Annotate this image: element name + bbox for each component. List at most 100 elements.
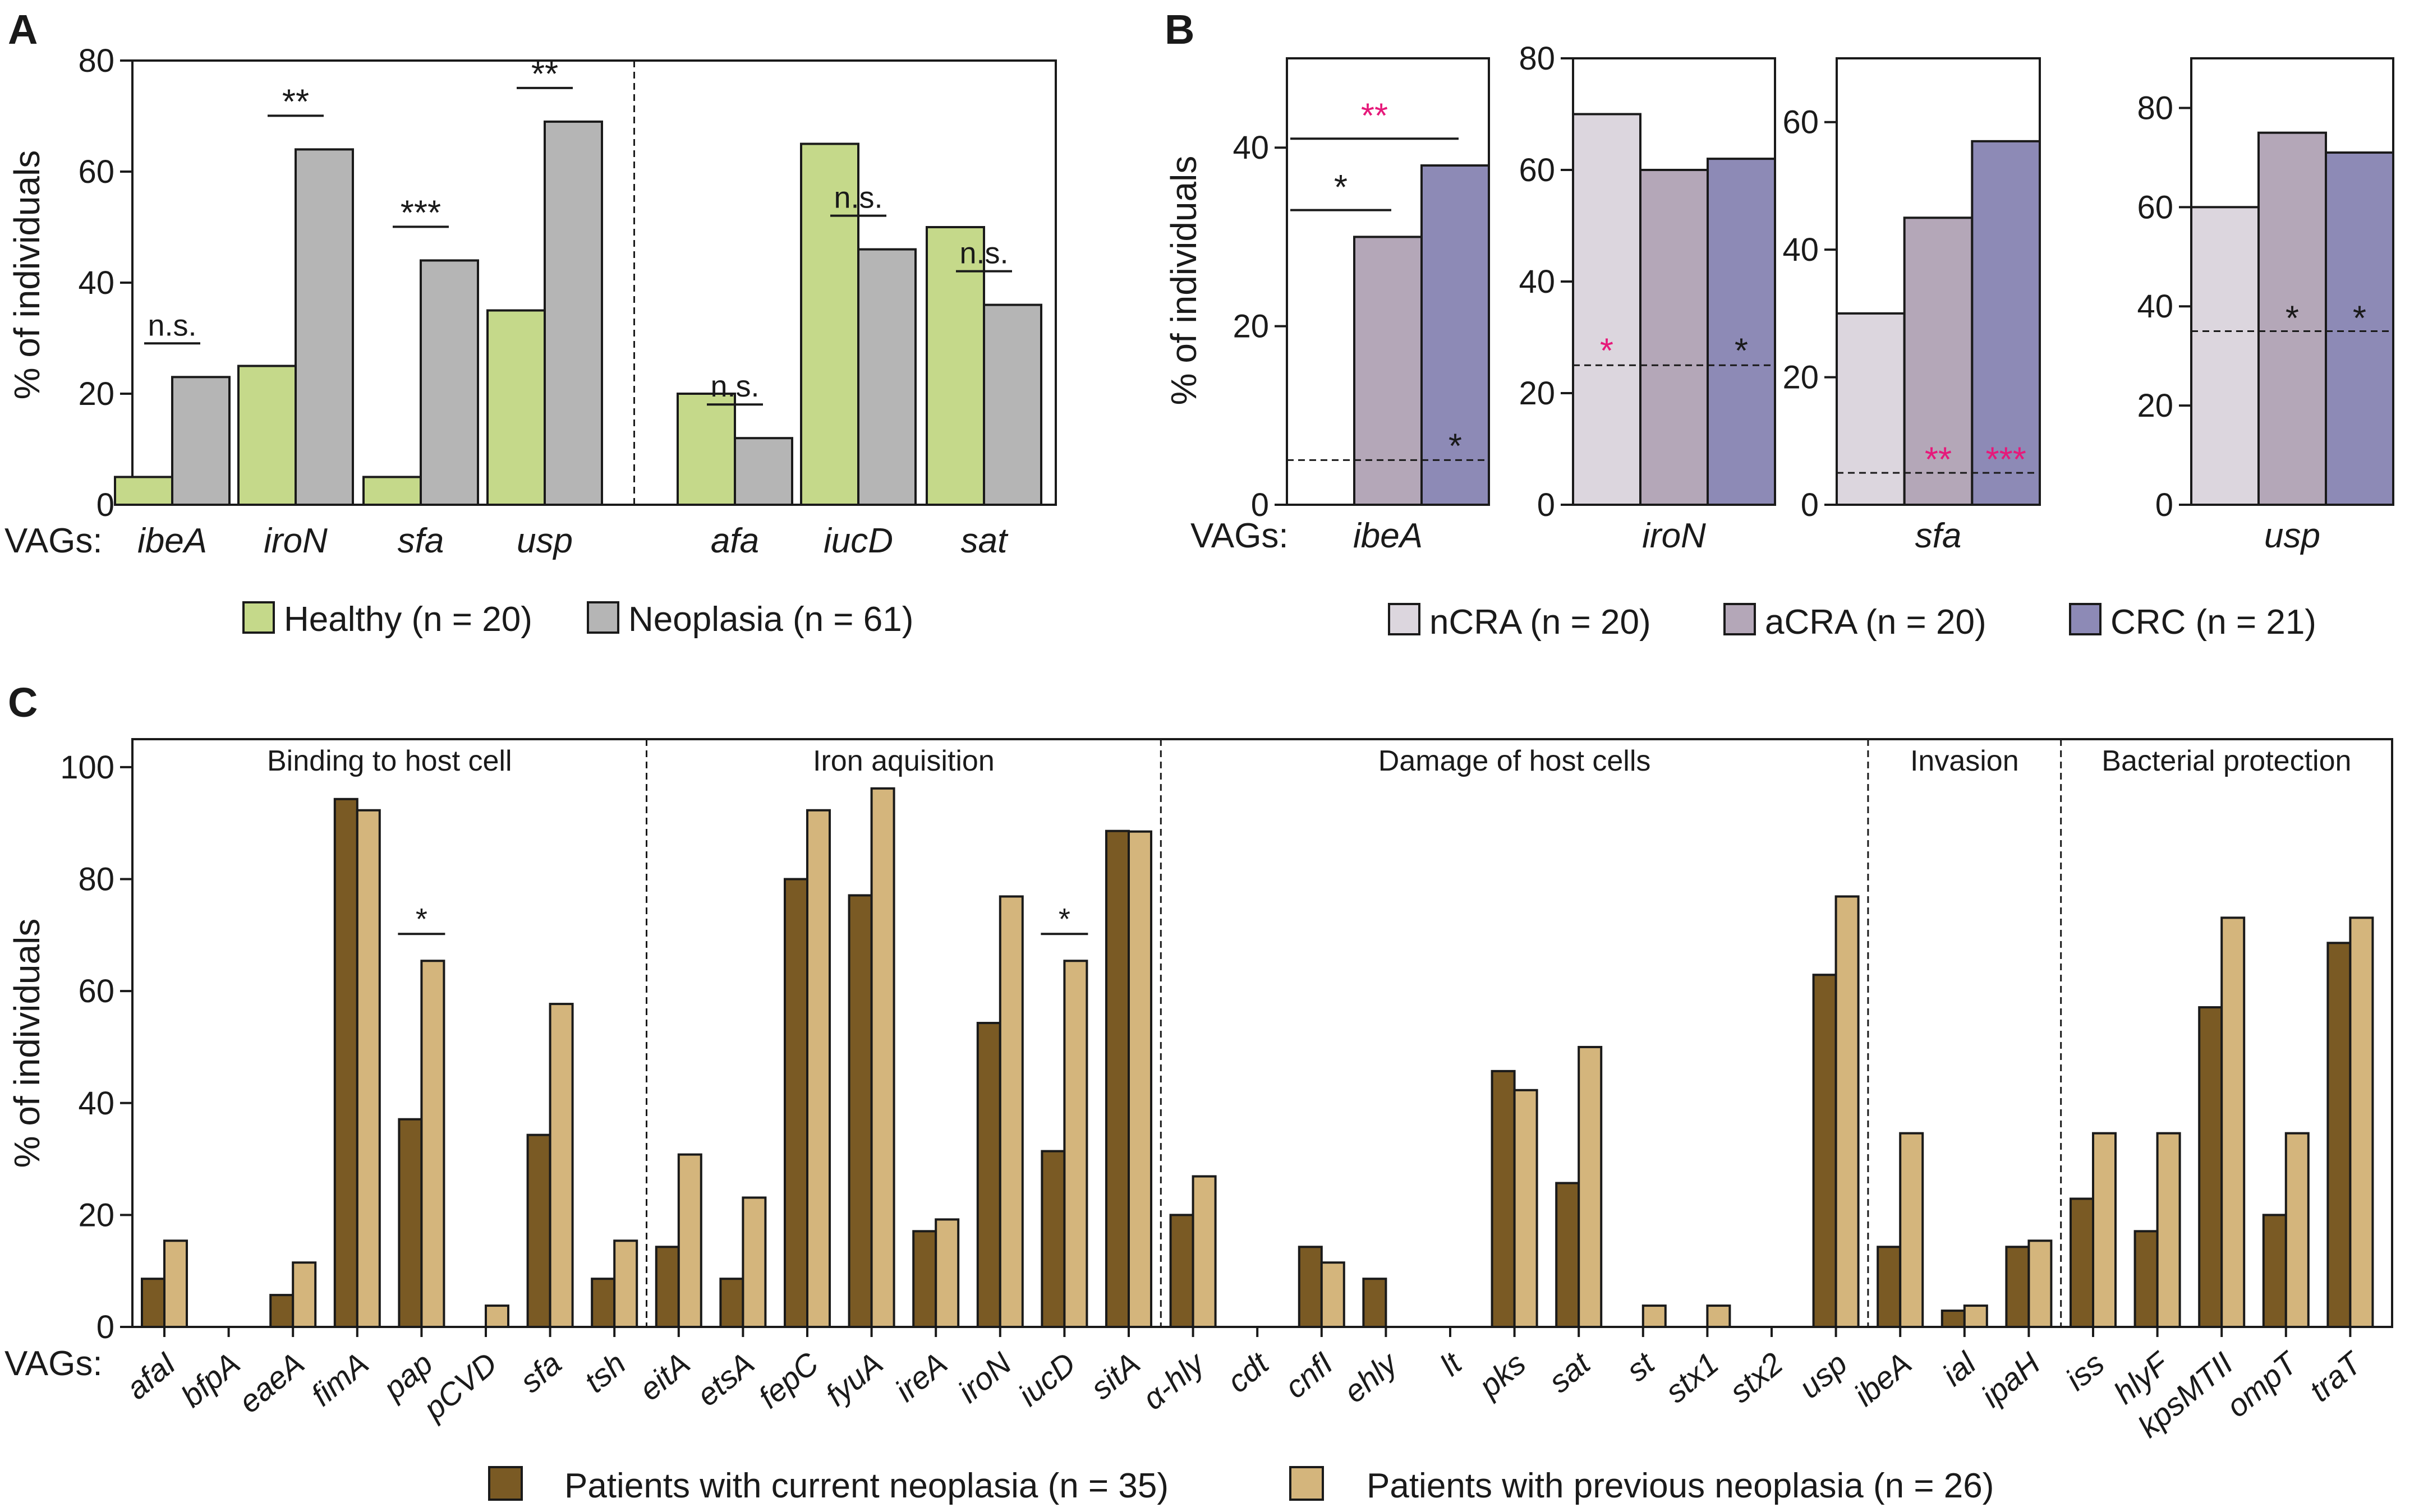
panel-b-sig-label-ibeA-0: ** <box>1361 96 1388 135</box>
panel-a-vags-prefix: VAGs: <box>4 522 103 560</box>
panel-a-ylabel: % of individuals <box>7 150 47 400</box>
bar-c-pap-previous <box>420 960 445 1328</box>
bar-c-afai-current <box>141 1278 165 1329</box>
panel-c-category-irea: ireA <box>888 1345 954 1408</box>
panel-a-ytick-label: 20 <box>78 376 114 412</box>
panel-b-ytick-label-usp: 60 <box>2137 189 2173 225</box>
panel-b-gene-ibeA: ibeA <box>1353 517 1423 555</box>
bar-a-iroN-healthy <box>237 365 297 506</box>
panel-c-category-sita: sitA <box>1084 1345 1147 1406</box>
bar-c-sfa-previous <box>549 1003 574 1328</box>
panel-c-ytick-label: 20 <box>78 1197 114 1233</box>
panel-b-chart: % of individuals VAGs: nCRA (n = 20) aCR… <box>1164 40 2394 642</box>
panel-a-chart: % of individuals VAGs: Healthy (n = 20) … <box>4 43 1057 639</box>
panel-a-ytick-label: 0 <box>96 487 114 523</box>
legend-b-ncra-swatch <box>1388 603 1420 635</box>
panel-a-category-iroN: iroN <box>264 522 328 560</box>
panel-c-category-sfa: sfa <box>513 1345 568 1399</box>
panel-b-sig-label-sfa-1: *** <box>1985 440 2026 479</box>
panel-b-ytick-label-iroN: 0 <box>1537 487 1555 523</box>
panel-letter-c: C <box>8 679 38 726</box>
legend-b-ncra-label: nCRA (n = 20) <box>1429 603 1651 642</box>
bar-a-iucD-neoplasia <box>857 248 917 506</box>
panel-letter-b: B <box>1165 6 1194 53</box>
panel-c-category-iucd: iucD <box>1011 1345 1082 1413</box>
panel-b-ytick-label-sfa: 0 <box>1801 487 1819 523</box>
bar-b-ibeA-acra <box>1353 236 1423 506</box>
bar-c-etsa-current <box>719 1278 744 1329</box>
panel-c-category-st: st <box>1620 1344 1662 1388</box>
bar-a-iroN-neoplasia <box>295 148 354 506</box>
panel-b-sig-label-ibeA-2: * <box>1448 427 1462 466</box>
bar-c-kpsmtii-current <box>2198 1006 2223 1328</box>
legend-b-acra-swatch <box>1723 603 1756 635</box>
bar-b-sfa-ncra <box>1836 312 1906 506</box>
bar-c-cnfi-previous <box>1320 1261 1345 1328</box>
bar-c-eaea-previous <box>292 1261 317 1328</box>
bar-c-iron-current <box>976 1022 1001 1328</box>
bar-c-ipah-current <box>2005 1246 2030 1329</box>
panel-c-category-ompt: ompT <box>2219 1344 2305 1425</box>
panel-c-ytick-label: 80 <box>78 861 114 898</box>
bar-c-usp-current <box>1812 974 1837 1328</box>
bar-c-usp-previous <box>1834 895 1860 1328</box>
panel-b-ytick-label-iroN: 80 <box>1519 40 1555 77</box>
bar-c-iss-current <box>2070 1197 2094 1329</box>
legend-a-healthy-swatch <box>242 601 275 634</box>
panel-c-category-ibea: ibeA <box>1847 1345 1918 1413</box>
bar-b-usp-crc <box>2325 151 2394 506</box>
bar-a-ibeA-healthy <box>114 476 173 506</box>
bar-c-pap-current <box>398 1118 423 1328</box>
panel-c-category-afai: afaI <box>119 1345 182 1406</box>
panel-c-vags-prefix: VAGs: <box>4 1344 103 1383</box>
bar-c-ial-current <box>1940 1310 1966 1328</box>
panel-a-sig-label-afa: n.s. <box>710 370 759 403</box>
bar-c-ehly-current <box>1362 1278 1387 1329</box>
bar-c-kpsmtii-previous <box>2220 916 2246 1328</box>
panel-c-group-label-invasion: Invasion <box>1910 745 2019 777</box>
panel-a-sig-label-sat: n.s. <box>959 237 1008 270</box>
panel-c-group-label-damage-of-host-cells: Damage of host cells <box>1378 745 1651 777</box>
panel-c-ytick-label: 100 <box>60 749 114 786</box>
panel-c-category-pcvd: pCVD <box>416 1345 503 1427</box>
bar-a-sfa-healthy <box>362 476 422 506</box>
bar-c-eaea-current <box>269 1294 295 1329</box>
panel-c-category-fyua: fyuA <box>818 1345 889 1413</box>
panel-c-category-cnfi: cnfI <box>1278 1345 1340 1405</box>
panel-a-sig-label-iroN: ** <box>282 82 309 121</box>
bar-a-iucD-healthy <box>800 142 859 506</box>
panel-c-group-label-bacterial-protection: Bacterial protection <box>2101 745 2351 777</box>
bar-c-fepc-current <box>784 878 808 1328</box>
bar-b-sfa-acra <box>1903 216 1974 506</box>
panel-b-ytick-label-iroN: 20 <box>1519 375 1555 412</box>
bar-c-iss-previous <box>2092 1132 2117 1328</box>
bar-c-sfa-current <box>526 1133 551 1328</box>
panel-c-chart: % of individuals VAGs: Patients with cur… <box>4 738 2393 1505</box>
panel-a-sig-label-sfa: *** <box>401 193 441 232</box>
bar-c-ompt-previous <box>2284 1132 2310 1328</box>
panel-b-ylabel: % of individuals <box>1164 156 1204 405</box>
bar-a-afa-healthy <box>677 393 736 506</box>
panel-c-sig-label: * <box>1059 902 1070 936</box>
panel-c-category-eita: eitA <box>632 1345 696 1407</box>
panel-b-ytick-label-sfa: 40 <box>1782 232 1819 268</box>
bar-c-st-previous <box>1641 1304 1667 1328</box>
panel-c-group-label-iron-aquisition: Iron aquisition <box>813 745 995 777</box>
bar-c-irea-current <box>912 1230 937 1328</box>
bar-b-iroN-acra <box>1639 169 1709 506</box>
panel-a-category-usp: usp <box>517 522 573 560</box>
bar-c-hlyf-previous <box>2156 1132 2181 1328</box>
bar-c-etsa-previous <box>742 1196 767 1328</box>
panel-b-sig-label-usp-1: * <box>2353 299 2366 338</box>
panel-c-category-pks: pks <box>1471 1345 1533 1405</box>
panel-c-category-usp: usp <box>1792 1345 1854 1405</box>
panel-c-category-ipah: ipaH <box>1974 1345 2047 1414</box>
bar-a-afa-neoplasia <box>734 437 793 506</box>
panel-b-ytick-label-iroN: 40 <box>1519 264 1555 300</box>
panel-c-category-stx1: stx1 <box>1658 1345 1725 1409</box>
bar-b-ibeA-crc <box>1420 164 1490 506</box>
panel-b-gene-sfa: sfa <box>1915 517 1962 555</box>
panel-b-sig-label-iroN-0: * <box>1600 331 1613 370</box>
bar-c-fyua-previous <box>870 787 895 1328</box>
